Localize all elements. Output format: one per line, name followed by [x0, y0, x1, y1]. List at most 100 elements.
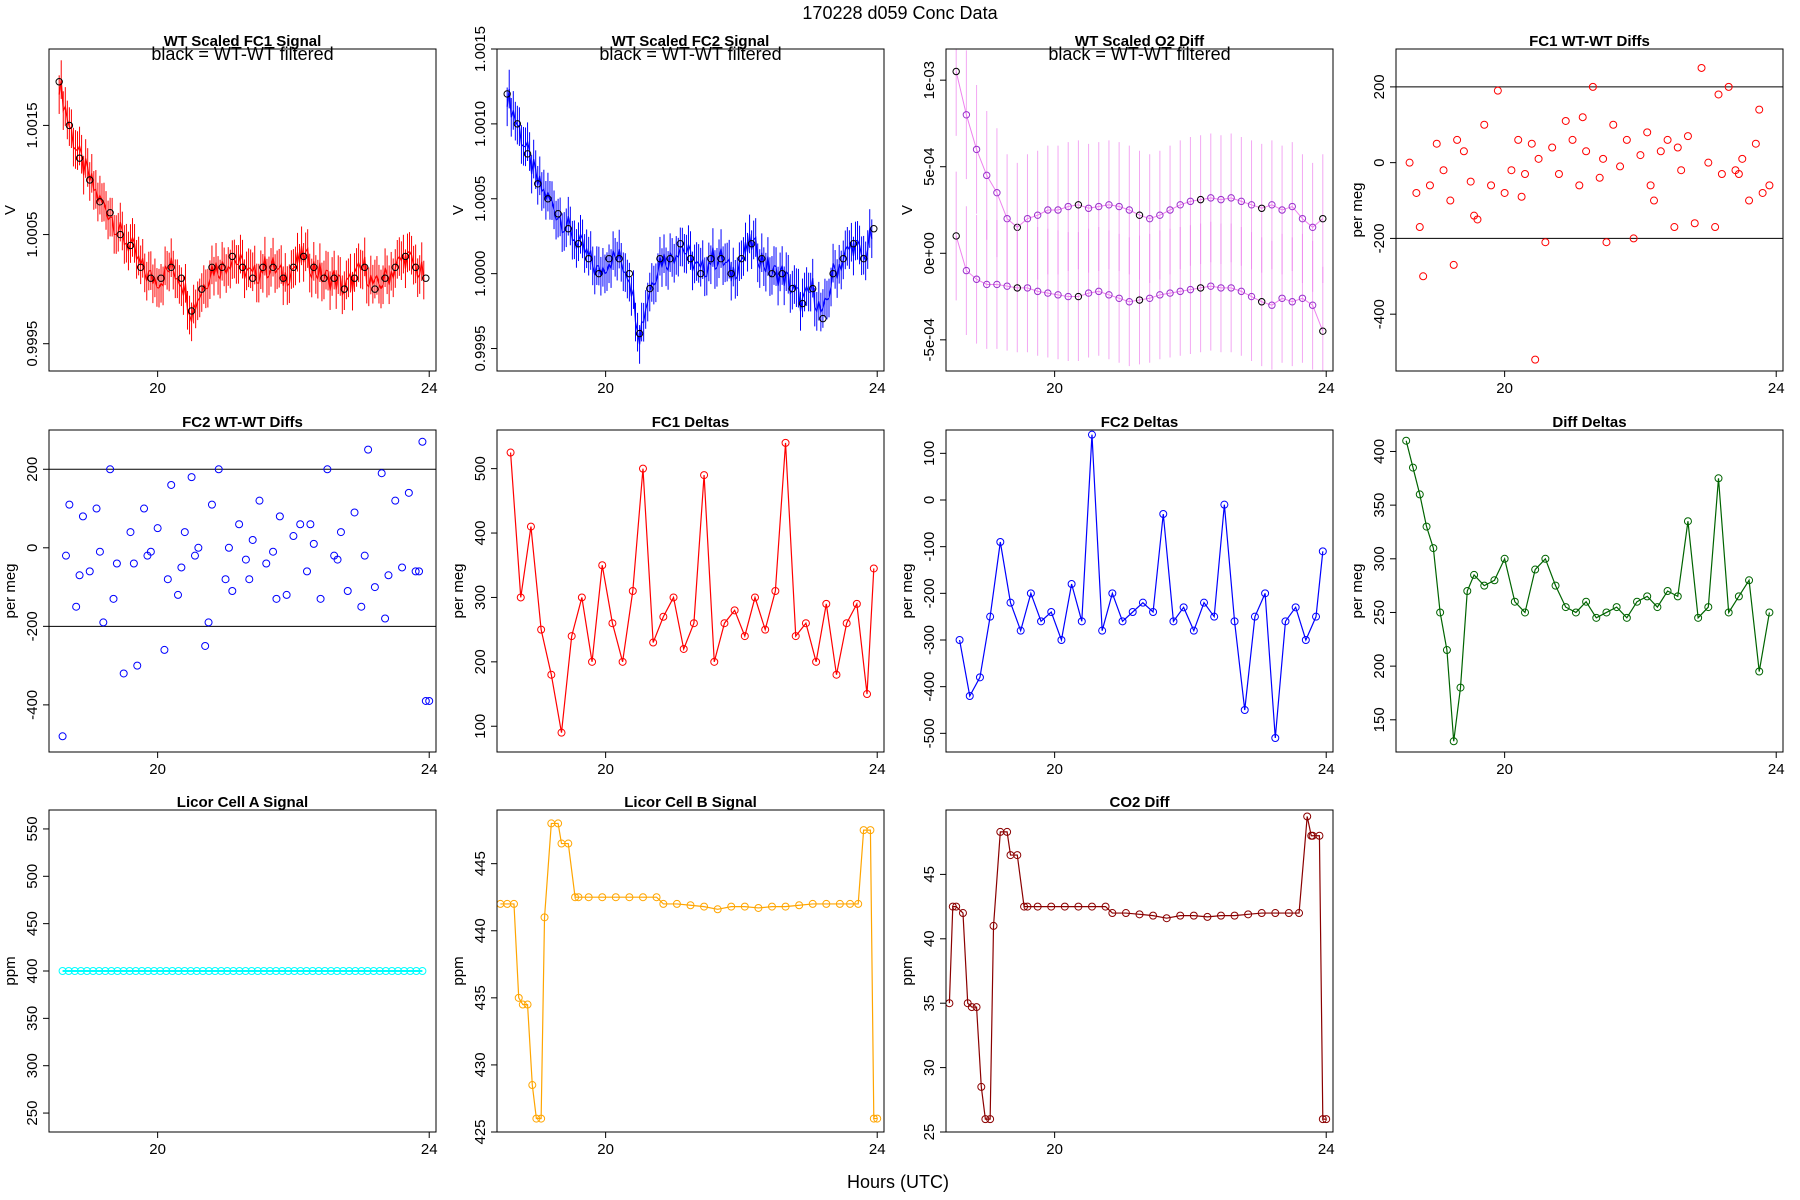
data-point	[1541, 238, 1550, 247]
panel-title: WT Scaled FC1 Signal	[164, 33, 322, 50]
data-point	[1250, 612, 1259, 621]
data-point	[1227, 284, 1235, 292]
data-point	[638, 464, 647, 473]
data-point	[1003, 282, 1011, 290]
data-point	[986, 1115, 995, 1124]
data-point	[1230, 617, 1239, 626]
data-point	[679, 644, 688, 653]
data-point	[95, 547, 104, 556]
data-point	[323, 465, 332, 474]
data-point	[404, 488, 413, 497]
data-point	[1281, 617, 1290, 626]
filtered-point	[870, 225, 878, 233]
data-point	[350, 508, 359, 517]
data-point	[1247, 292, 1256, 301]
data-point	[1128, 608, 1137, 616]
data-point	[1463, 587, 1472, 595]
data-point	[1308, 223, 1317, 232]
y-tick-label: 150	[1371, 707, 1388, 732]
series-line	[509, 442, 875, 733]
panel-title: FC2 WT-WT Diffs	[182, 414, 303, 431]
filtered-point	[299, 252, 308, 261]
data-point	[972, 275, 981, 283]
filtered-point	[859, 254, 868, 263]
data-point	[1023, 902, 1032, 911]
panel-note: black = WT-WT filtered	[599, 44, 781, 64]
data-point	[1724, 608, 1733, 617]
data-point	[1633, 597, 1642, 606]
data-point	[1521, 170, 1529, 179]
data-point	[516, 593, 525, 602]
data-point	[751, 593, 759, 602]
data-point	[1013, 851, 1022, 860]
filtered-point	[523, 150, 532, 158]
data-point	[1166, 206, 1174, 214]
data-point	[1429, 544, 1438, 553]
data-point	[1751, 139, 1760, 148]
data-point	[112, 559, 121, 568]
data-point	[1487, 181, 1496, 190]
data-point	[167, 480, 176, 489]
data-point	[1425, 181, 1434, 190]
data-point	[564, 839, 573, 848]
filtered-point	[747, 239, 756, 248]
data-point	[1711, 223, 1720, 232]
data-point	[854, 899, 863, 908]
data-point	[1456, 683, 1465, 692]
data-point	[1020, 902, 1029, 911]
y-tick-label: 430	[472, 1052, 489, 1077]
data-point	[1203, 912, 1212, 921]
data-point	[1738, 154, 1747, 163]
data-point	[1217, 284, 1225, 292]
y-axis-label: per meg	[899, 563, 916, 618]
filtered-point	[126, 241, 135, 250]
data-point	[981, 1115, 990, 1124]
data-point	[1592, 613, 1601, 622]
data-point	[336, 528, 345, 537]
y-tick-label: 250	[1371, 600, 1388, 625]
data-point	[425, 696, 434, 705]
data-point	[306, 520, 315, 529]
filtered-point	[798, 299, 807, 308]
data-point	[381, 614, 390, 623]
data-point	[832, 670, 841, 679]
data-point	[514, 993, 523, 1002]
y-tick-label: 435	[472, 985, 489, 1010]
plot-frame	[496, 429, 885, 753]
y-axis-label: per meg	[2, 563, 19, 618]
y-axis-label: ppm	[450, 956, 467, 985]
filtered-point	[96, 198, 104, 206]
data-point	[1105, 201, 1113, 209]
filtered-point	[829, 269, 837, 278]
x-tick-label: 24	[1768, 380, 1785, 397]
panel-8: Diff Deltas per meg 20 24 150 200 250 300 350 400	[1349, 414, 1785, 778]
data-point	[1318, 1115, 1327, 1124]
data-point	[1145, 214, 1154, 223]
data-point	[873, 1114, 882, 1123]
data-point	[1149, 911, 1158, 920]
panel-6: FC1 Deltas per meg 20 24 100 200 300 400 500	[450, 414, 886, 778]
data-point	[869, 1114, 878, 1123]
data-point	[523, 1000, 532, 1009]
data-point	[1629, 234, 1638, 243]
data-point	[795, 901, 804, 910]
data-point	[1673, 143, 1682, 152]
x-tick-label: 24	[421, 380, 438, 397]
data-point	[1439, 166, 1448, 175]
data-point	[1271, 734, 1280, 742]
data-point	[1697, 63, 1706, 72]
data-point	[398, 563, 407, 572]
filtered-point	[167, 263, 175, 272]
data-point	[1057, 636, 1066, 644]
data-point	[411, 567, 420, 576]
data-point	[245, 575, 254, 584]
filtered-point	[554, 210, 562, 218]
data-point	[584, 893, 593, 902]
data-point	[1118, 617, 1127, 626]
data-point	[952, 67, 960, 76]
panel-note: black = WT-WT filtered	[151, 44, 333, 64]
panel-title: FC1 WT-WT Diffs	[1529, 33, 1650, 50]
data-point	[652, 893, 661, 902]
data-point	[1500, 554, 1509, 563]
